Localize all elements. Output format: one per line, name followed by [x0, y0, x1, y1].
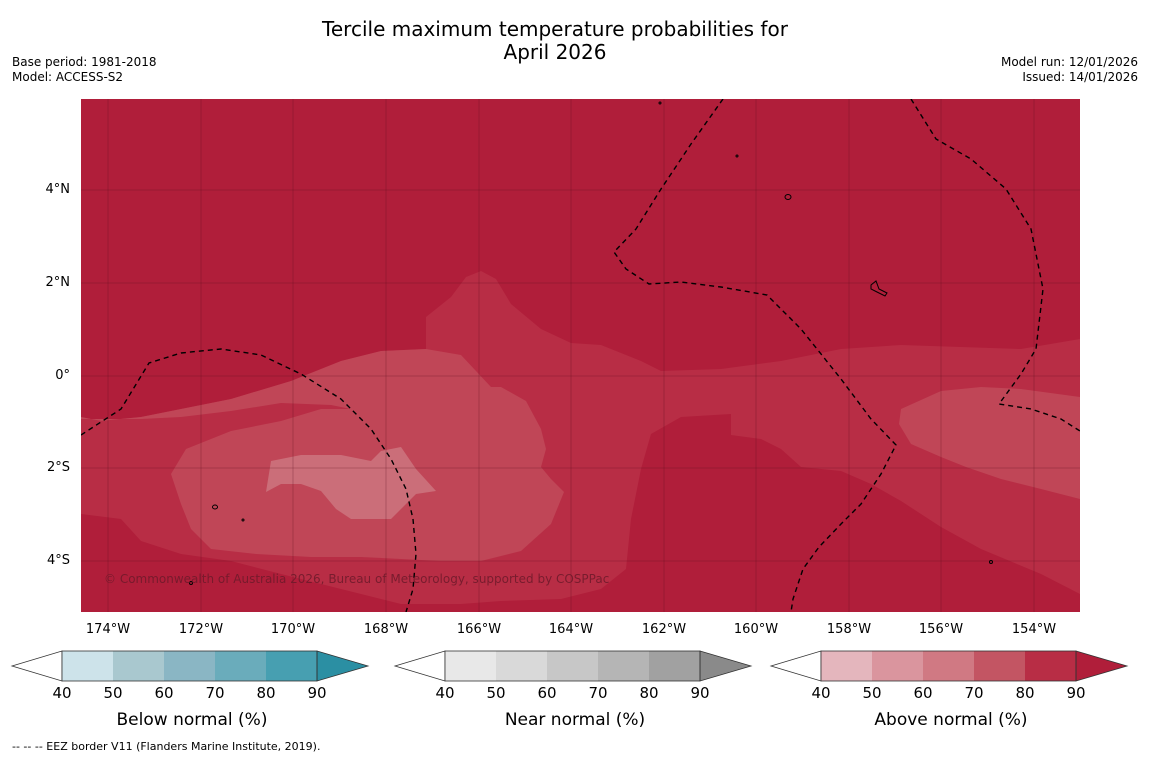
legend-below-tick-50: 50: [103, 684, 123, 702]
lat-label-2s: 2°S: [46, 460, 70, 475]
meta-left: Base period: 1981-2018 Model: ACCESS-S2: [12, 55, 157, 85]
colorbar-near-low-arrow: [393, 650, 446, 682]
colorbar-near-swatch-5: [649, 651, 700, 681]
map-gridlines: [81, 99, 1080, 612]
lon-label-166w: 166°W: [456, 622, 502, 637]
colorbar-near-swatch-2: [496, 651, 547, 681]
colorbar-above-swatch-3: [923, 651, 974, 681]
base-period: Base period: 1981-2018: [12, 55, 157, 69]
legend-below-tick-70: 70: [205, 684, 225, 702]
legend-above-title: Above normal (%): [874, 710, 1028, 730]
legend-above-tick-80: 80: [1015, 684, 1035, 702]
map-title: Tercile maximum temperature probabilitie…: [300, 18, 810, 64]
legend-above-tick-90: 90: [1066, 684, 1086, 702]
legend-above-tick-60: 60: [913, 684, 933, 702]
colorbar-above-swatch-4: [974, 651, 1025, 681]
legend-near-normal: 40 50 60 70 80 90 Near normal (%): [393, 640, 755, 740]
issued-date: Issued: 14/01/2026: [1022, 70, 1138, 84]
lon-label-168w: 168°W: [363, 622, 409, 637]
legend-below-normal: 40 50 60 70 80 90 Below normal (%): [10, 640, 372, 740]
colorbar-above-swatch-1: [821, 651, 872, 681]
legend-near-tick-40: 40: [435, 684, 455, 702]
model-name: Model: ACCESS-S2: [12, 70, 124, 84]
eez-borders: [81, 99, 1080, 612]
legend-above-tick-40: 40: [811, 684, 831, 702]
legend-near-tick-80: 80: [639, 684, 659, 702]
copyright-notice: © Commonwealth of Australia 2026, Bureau…: [104, 572, 610, 586]
legend-near-tick-90: 90: [690, 684, 710, 702]
legend-below-tick-90: 90: [307, 684, 327, 702]
legend-near-tick-50: 50: [486, 684, 506, 702]
lat-label-4n: 4°N: [45, 182, 71, 197]
colorbar-below-high-arrow: [316, 650, 370, 682]
lon-label-154w: 154°W: [1011, 622, 1057, 637]
colorbar-below-swatch-4: [215, 651, 266, 681]
meta-right: Model run: 12/01/2026 Issued: 14/01/2026: [1001, 55, 1138, 85]
lat-label-0: 0°: [55, 368, 70, 383]
colorbar-above-swatch-2: [872, 651, 923, 681]
lon-label-170w: 170°W: [270, 622, 316, 637]
colorbar-above-high-arrow: [1075, 650, 1129, 682]
legend-below-tick-40: 40: [52, 684, 72, 702]
colorbar-above-low-arrow: [769, 650, 822, 682]
title-line-1: Tercile maximum temperature probabilitie…: [322, 17, 788, 41]
map-svg: [81, 99, 1080, 612]
eez-footnote: -- -- -- EEZ border V11 (Flanders Marine…: [12, 740, 321, 753]
island-outlines: [189, 101, 993, 585]
legend-near-tick-70: 70: [588, 684, 608, 702]
legend-above-tick-50: 50: [862, 684, 882, 702]
colorbar-below-swatch-1: [62, 651, 113, 681]
legend-below-tick-80: 80: [256, 684, 276, 702]
lon-label-174w: 174°W: [85, 622, 131, 637]
lon-label-158w: 158°W: [826, 622, 872, 637]
above-70-east-region: [899, 387, 1080, 499]
lon-label-160w: 160°W: [733, 622, 779, 637]
map-area: © Commonwealth of Australia 2026, Bureau…: [81, 99, 1080, 612]
colorbar-below-normal: [10, 650, 370, 682]
legend-near-title: Near normal (%): [504, 710, 646, 730]
title-line-2: April 2026: [503, 40, 607, 64]
lon-label-162w: 162°W: [641, 622, 687, 637]
legend-near-tick-60: 60: [537, 684, 557, 702]
colorbar-near-normal: [393, 650, 753, 682]
colorbar-below-swatch-3: [164, 651, 215, 681]
colorbar-below-low-arrow: [10, 650, 63, 682]
colorbar-above-normal: [769, 650, 1129, 682]
lon-label-164w: 164°W: [548, 622, 594, 637]
lat-label-2n: 2°N: [45, 275, 71, 290]
legend-above-normal: 40 50 60 70 80 90 Above normal (%): [769, 640, 1131, 740]
legend-above-tick-70: 70: [964, 684, 984, 702]
colorbar-near-swatch-3: [547, 651, 598, 681]
legend-below-tick-60: 60: [154, 684, 174, 702]
legend-below-title: Below normal (%): [116, 710, 268, 730]
lon-label-172w: 172°W: [178, 622, 224, 637]
model-run: Model run: 12/01/2026: [1000, 55, 1138, 69]
lon-label-156w: 156°W: [918, 622, 964, 637]
colorbar-below-swatch-2: [113, 651, 164, 681]
above-60-region: [266, 447, 436, 519]
colorbar-above-swatch-5: [1025, 651, 1076, 681]
colorbar-near-high-arrow: [699, 650, 753, 682]
colorbar-below-swatch-5: [266, 651, 317, 681]
colorbar-near-swatch-4: [598, 651, 649, 681]
lat-label-4s: 4°S: [46, 553, 70, 568]
colorbar-near-swatch-1: [445, 651, 496, 681]
